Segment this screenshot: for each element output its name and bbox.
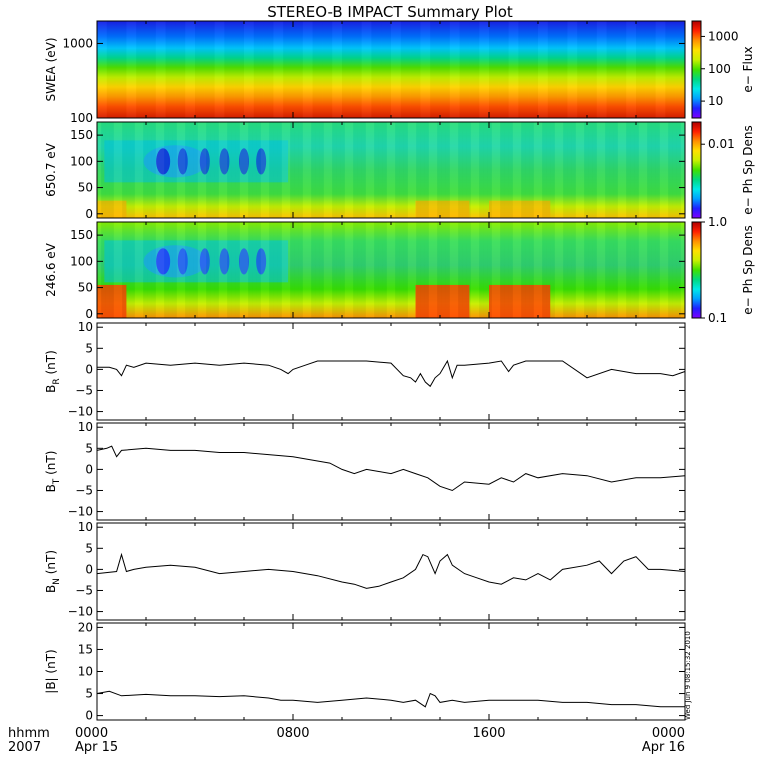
field-trace: [96, 552, 686, 589]
panel-frame: [96, 622, 686, 721]
y-tick-label: 0: [85, 709, 93, 723]
y-tick-label: −5: [75, 583, 93, 597]
y-axis-label: BN (nT): [44, 550, 62, 593]
pad-minimum-blob: [256, 248, 267, 275]
pad-minimum-blob: [199, 248, 210, 275]
y-tick-label: 150: [70, 228, 93, 242]
y-tick-label: 10: [78, 420, 93, 434]
y-tick-label: 0: [85, 207, 93, 221]
y-axis-label: 246.6 eV: [44, 242, 58, 297]
y-tick-label: 10: [78, 320, 93, 334]
colorbar-tick-label: 10: [708, 94, 723, 108]
y-axis-label: SWEA (eV): [44, 37, 58, 101]
x-tick-label: 0000: [75, 726, 108, 741]
y-tick-label: 5: [85, 341, 93, 355]
pad-field-aligned-patch: [97, 284, 127, 318]
y-tick-label: −5: [75, 383, 93, 397]
colorbar-label: e− Flux: [741, 46, 755, 92]
swea-spectrogram: [97, 21, 685, 118]
pad-field-aligned-patch: [97, 200, 127, 218]
field-trace: [96, 445, 686, 492]
heatmap-image: [97, 122, 685, 218]
y-axis-label: 650.7 eV: [44, 142, 58, 197]
panel-4: 10 5 0 −5 −10 BR (nT): [44, 320, 686, 421]
colorbar-tick-label: 100: [708, 62, 731, 76]
colorbar: [691, 221, 702, 319]
y-tick-label: 1000: [62, 36, 93, 50]
y-tick-label: 20: [78, 620, 93, 634]
field-trace: [97, 359, 686, 388]
y-tick-label: 100: [70, 111, 93, 125]
x-tick-date-label: Apr 15: [75, 740, 118, 755]
panel-frame: [96, 522, 686, 621]
y-axis-label: BR (nT): [44, 350, 62, 393]
y-tick-label: −10: [68, 505, 93, 519]
pad-field-aligned-patch: [489, 284, 551, 318]
colorbar-label: e− Ph Sp Dens: [741, 125, 755, 214]
y-tick-label: 10: [78, 665, 93, 679]
y-tick-label: 5: [85, 687, 93, 701]
pad-minimum-blob: [177, 248, 188, 275]
pad-field-aligned-patch: [489, 200, 551, 218]
colorbar: [691, 121, 702, 219]
y-axis-label: BT (nT): [44, 451, 62, 493]
x-tick-label: 1600: [472, 726, 505, 741]
field-trace: [96, 690, 685, 708]
pad-minimum-blob: [239, 248, 249, 275]
y-tick-label: 100: [70, 254, 93, 268]
x-corner-time-label: hhmm: [8, 726, 50, 741]
y-tick-label: 0: [85, 362, 93, 376]
x-corner-year-label: 2007: [8, 740, 41, 755]
plot-title: STEREO-B IMPACT Summary Plot: [267, 3, 513, 21]
panel-7: 20 15 10 5 0 |B| (nT): [44, 620, 686, 723]
y-tick-label: 50: [78, 281, 93, 295]
y-tick-label: 5: [85, 441, 93, 455]
pad-field-aligned-patch: [415, 200, 470, 218]
colorbar-tick-label: 0.1: [708, 311, 727, 325]
pad-minimum-blob: [239, 148, 249, 175]
pad-minimum-blob: [156, 248, 171, 275]
y-axis-label: |B| (nT): [44, 649, 58, 693]
pad-minimum-blob: [156, 148, 171, 175]
panel-frame: [96, 322, 686, 421]
colorbar-tick-label: 1000: [708, 29, 739, 43]
x-tick-date-label: Apr 16: [642, 740, 685, 755]
y-tick-label: 150: [70, 128, 93, 142]
panel-5: 10 5 0 −5 −10 BT (nT): [44, 420, 686, 521]
x-tick-label: 0000: [652, 726, 685, 741]
colorbar-tick-label: 1.0: [708, 215, 727, 229]
pad-field-aligned-patch: [415, 284, 470, 318]
y-tick-label: 10: [78, 520, 93, 534]
y-tick-label: −10: [68, 605, 93, 619]
panel-frame: [96, 422, 686, 521]
y-tick-label: 0: [85, 562, 93, 576]
x-tick-label: 0800: [276, 726, 309, 741]
colorbar-tick-label: 0.01: [708, 137, 735, 151]
pad-minimum-blob: [219, 148, 230, 175]
pad-minimum-blob: [177, 148, 188, 175]
pad-minimum-blob: [219, 248, 230, 275]
generated-timestamp: Wed Jun 9 08:15:32 2010: [684, 631, 692, 720]
colorbar-label: e− Ph Sp Dens: [741, 225, 755, 314]
panel-6: 10 5 0 −5 −10 BN (nT): [44, 520, 686, 621]
y-tick-label: −5: [75, 483, 93, 497]
y-tick-label: 100: [70, 154, 93, 168]
panel-3: 1.0 0.1 e− Ph Sp Dens 150 100 50 0 246.6 eV: [44, 215, 755, 325]
y-tick-label: 15: [78, 642, 93, 656]
heatmap-image: [97, 222, 685, 318]
y-tick-label: 5: [85, 541, 93, 555]
heatmap-image: [97, 21, 685, 118]
y-tick-label: −10: [68, 405, 93, 419]
pad-minimum-blob: [199, 148, 210, 175]
panel-2: 0.01 e− Ph Sp Dens 150 100 50 0 650.7 eV: [44, 121, 755, 221]
y-tick-label: 50: [78, 181, 93, 195]
y-tick-label: 0: [85, 307, 93, 321]
colorbar: [691, 20, 702, 119]
pad-minimum-blob: [256, 148, 267, 175]
y-tick-label: 0: [85, 462, 93, 476]
